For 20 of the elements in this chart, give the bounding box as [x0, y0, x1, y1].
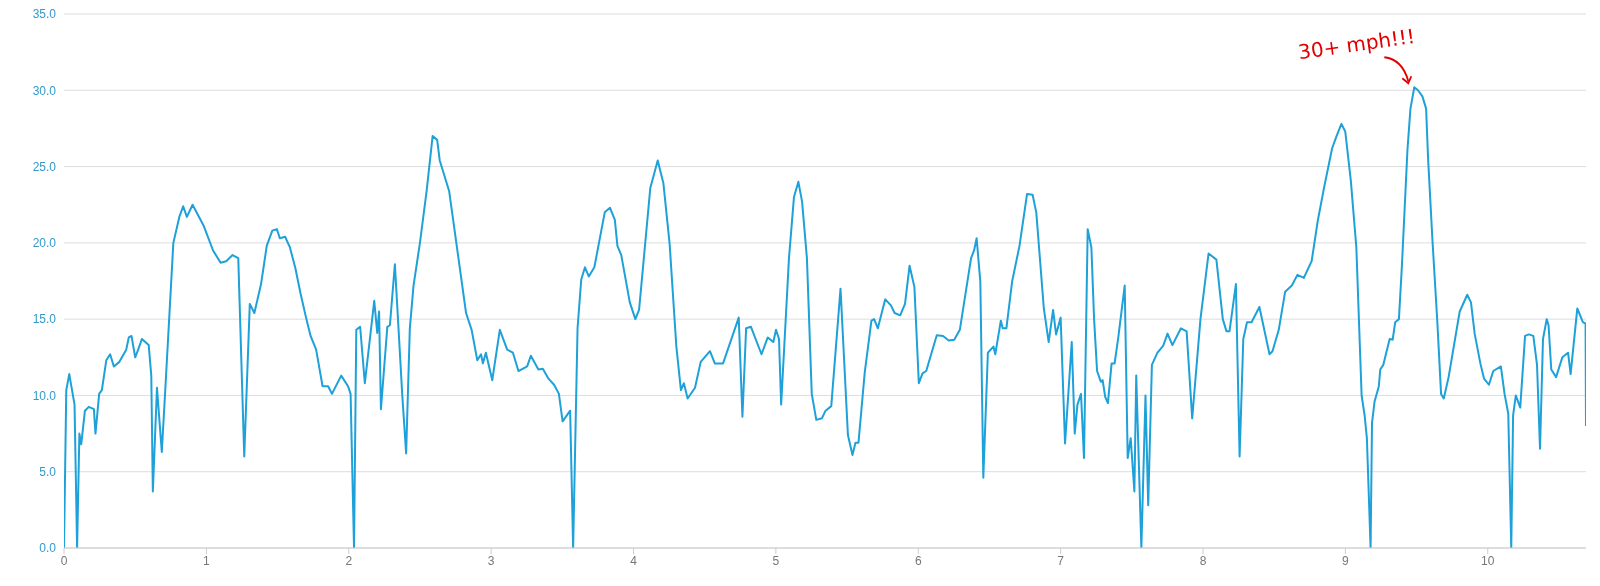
- y-tick-label: 5.0: [39, 464, 57, 479]
- x-tick-label: 4: [630, 553, 638, 568]
- y-tick-label: 35.0: [32, 7, 57, 22]
- y-tick-label: 30.0: [32, 83, 57, 98]
- y-tick-label: 20.0: [32, 236, 57, 251]
- x-tick-label: 2: [345, 553, 353, 568]
- x-tick-label: 9: [1342, 553, 1350, 568]
- x-tick-label: 6: [914, 553, 922, 568]
- annotation: 30+ mph!!!: [1296, 24, 1417, 65]
- y-tick-label: 25.0: [32, 159, 57, 174]
- x-tick-label: 0: [60, 553, 68, 568]
- x-tick-label: 10: [1481, 553, 1495, 568]
- x-tick-label: 8: [1199, 553, 1207, 568]
- y-tick-label: 10.0: [32, 388, 57, 403]
- y-tick-label: 0.0: [39, 541, 57, 556]
- x-tick-label: 1: [203, 553, 211, 568]
- y-tick-label: 15.0: [32, 312, 57, 327]
- x-tick-label: 3: [487, 553, 495, 568]
- x-tick-label: 5: [772, 553, 780, 568]
- x-tick-label: 7: [1057, 553, 1065, 568]
